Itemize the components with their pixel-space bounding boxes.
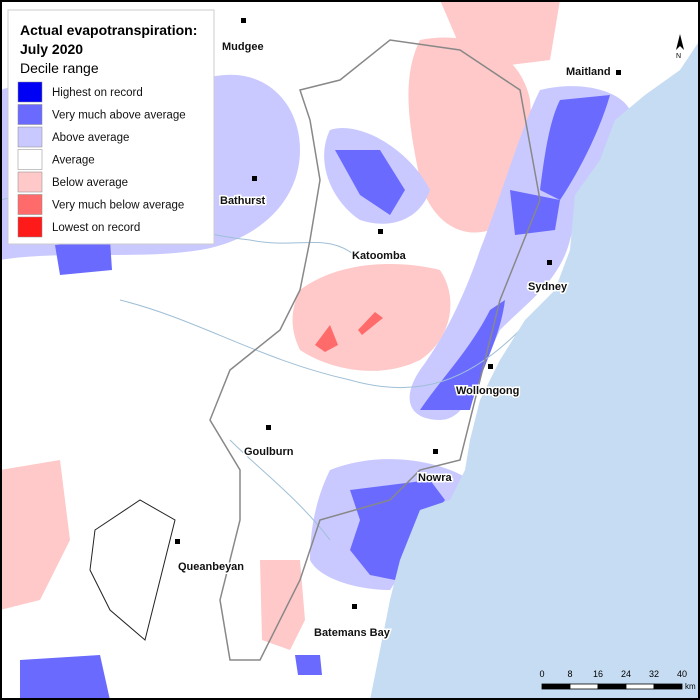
legend-label: Very much above average bbox=[52, 110, 186, 122]
catchment bbox=[209, 39, 541, 661]
places: Mudgee Maitland Bathurst Katoomba Sydney… bbox=[175, 18, 621, 641]
place-dot bbox=[252, 176, 257, 181]
region bbox=[408, 37, 531, 233]
place-dot bbox=[241, 18, 246, 23]
place-label: Queanbeyan bbox=[178, 561, 244, 573]
scale-unit: km bbox=[685, 682, 696, 691]
scale-tick-label: 40 bbox=[677, 669, 687, 679]
place-label: Bathurst bbox=[220, 195, 266, 207]
region bbox=[315, 325, 338, 352]
place-label: Wollongong bbox=[456, 385, 519, 397]
scale-tick-label: 8 bbox=[567, 669, 572, 679]
legend-label: Above average bbox=[52, 132, 129, 144]
region bbox=[55, 240, 112, 275]
place-label: Sydney bbox=[528, 281, 568, 293]
scale-tick-label: 24 bbox=[621, 669, 631, 679]
legend-label: Average bbox=[52, 155, 95, 167]
legend-title: Actual evapotranspiration: bbox=[20, 22, 197, 38]
scale-segment bbox=[625, 683, 655, 690]
scale-segment bbox=[653, 683, 683, 690]
place-label: Katoomba bbox=[352, 250, 407, 262]
region bbox=[20, 655, 110, 700]
place-dot bbox=[266, 425, 271, 430]
legend-label: Highest on record bbox=[52, 87, 143, 99]
place-label: Nowra bbox=[418, 472, 453, 484]
place-label: Maitland bbox=[566, 66, 611, 78]
legend-label: Below average bbox=[52, 177, 128, 189]
scale-tick-label: 0 bbox=[539, 669, 544, 679]
legend-swatch bbox=[17, 171, 43, 193]
region bbox=[358, 312, 383, 335]
legend: Actual evapotranspiration: July 2020 Dec… bbox=[7, 9, 215, 245]
legend-swatch bbox=[17, 104, 43, 125]
legend-title: July 2020 bbox=[20, 41, 83, 57]
legend-label: Lowest on record bbox=[52, 222, 140, 234]
north-arrow bbox=[676, 34, 684, 50]
region bbox=[540, 95, 610, 200]
place-dot bbox=[175, 539, 180, 544]
region bbox=[440, 0, 560, 70]
scale-segment bbox=[597, 683, 627, 690]
legend-subtitle: Decile range bbox=[20, 60, 99, 76]
region bbox=[260, 560, 305, 650]
legend-label: Very much below average bbox=[52, 200, 184, 212]
place-label: Mudgee bbox=[222, 41, 264, 53]
scale-tick-label: 32 bbox=[649, 669, 659, 679]
ocean bbox=[370, 40, 700, 700]
legend-swatch bbox=[17, 81, 43, 103]
act-border bbox=[89, 499, 176, 641]
legend-swatch bbox=[17, 126, 43, 148]
scale-segment bbox=[541, 683, 571, 690]
place-dot bbox=[352, 604, 357, 609]
place-dot bbox=[547, 260, 552, 265]
place-dot bbox=[616, 70, 621, 75]
region bbox=[295, 655, 322, 675]
legend-box bbox=[7, 9, 215, 245]
north-label: N bbox=[676, 53, 681, 60]
region bbox=[335, 150, 405, 215]
scale-segment bbox=[569, 683, 599, 690]
scale-tick-label: 16 bbox=[593, 669, 603, 679]
legend-swatch bbox=[17, 216, 43, 238]
place-dot bbox=[433, 449, 438, 454]
place-label: Batemans Bay bbox=[314, 627, 391, 639]
region bbox=[0, 460, 70, 610]
scale-bar: 0 8 16 24 32 40 km bbox=[539, 669, 696, 691]
place-dot bbox=[488, 364, 493, 369]
region bbox=[420, 300, 505, 410]
place-label: Goulburn bbox=[244, 446, 294, 458]
legend-swatch bbox=[17, 149, 43, 170]
legend-swatch bbox=[17, 194, 43, 215]
place-dot bbox=[378, 229, 383, 234]
